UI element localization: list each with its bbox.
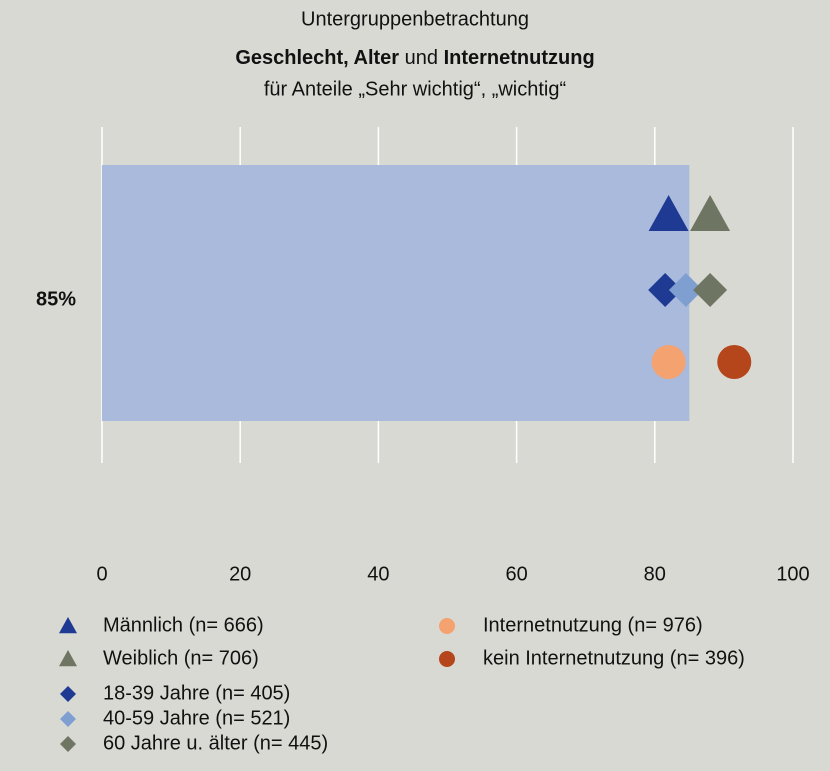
legend-label: kein Internetnutzung (n= 396) <box>483 647 745 669</box>
marker <box>717 345 752 379</box>
marker <box>651 345 686 379</box>
x-tick-label: 60 <box>505 563 527 585</box>
legend-marker <box>60 686 76 702</box>
legend-label: Internetnutzung (n= 976) <box>483 614 703 636</box>
chart-subtitle2: für Anteile „Sehr wichtig“, „wichtig“ <box>264 78 566 100</box>
legend-marker <box>439 618 455 634</box>
marker <box>648 273 683 307</box>
subtitle-part: Geschlecht, Alter <box>235 47 399 69</box>
marker <box>648 195 689 231</box>
marker <box>693 273 728 307</box>
legend-marker <box>59 650 77 667</box>
legend-label: Männlich (n= 666) <box>103 614 264 636</box>
x-tick-label: 100 <box>776 563 809 585</box>
x-tick-label: 0 <box>96 563 107 585</box>
x-tick-label: 20 <box>229 563 251 585</box>
legend-marker <box>60 736 76 752</box>
legend-marker <box>60 711 76 727</box>
x-tick-label: 80 <box>644 563 666 585</box>
legend-label: 18-39 Jahre (n= 405) <box>103 682 290 704</box>
legend-marker <box>439 651 455 667</box>
legend-marker <box>59 617 77 634</box>
marker <box>668 273 703 307</box>
chart-title: Untergruppenbetrachtung <box>301 8 529 30</box>
chart-subtitle: Geschlecht, Alter und Internetnutzung <box>235 47 594 69</box>
x-tick-label: 40 <box>367 563 389 585</box>
legend-label: 40-59 Jahre (n= 521) <box>103 707 290 729</box>
legend-label: Weiblich (n= 706) <box>103 647 259 669</box>
legend-label: 60 Jahre u. älter (n= 445) <box>103 732 328 754</box>
marker <box>690 195 731 231</box>
bar <box>102 165 690 421</box>
subtitle-part: und <box>405 47 438 69</box>
subtitle-part: Internetnutzung <box>444 47 595 69</box>
bar-label: 85% <box>36 288 76 310</box>
